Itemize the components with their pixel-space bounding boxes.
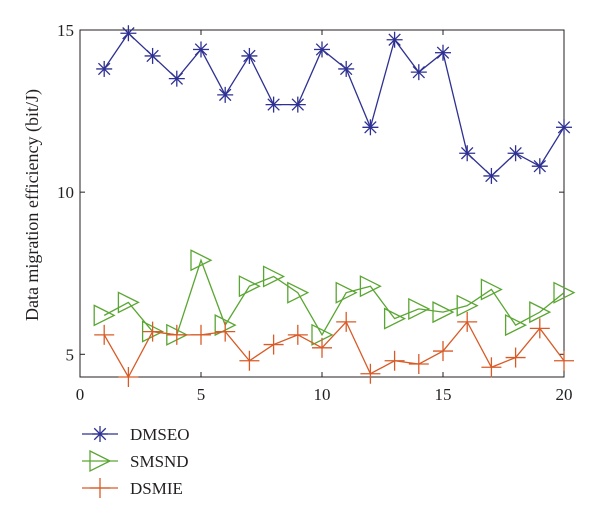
data-point [217,86,234,103]
series-smsnd [93,249,576,346]
data-point [314,41,330,58]
data-point [433,341,453,362]
data-point [531,158,548,175]
series-line [103,258,565,337]
legend-item: DSMIE [82,478,183,498]
x-tick-label: 20 [556,385,573,404]
legend-marker [90,478,110,498]
data-point [529,318,550,339]
legend-label: SMSND [130,452,189,471]
series-layer [93,25,576,387]
data-point [335,281,358,304]
data-point [359,275,382,298]
data-point [386,31,403,48]
data-point [144,47,161,64]
data-point [529,301,552,324]
x-tick-label: 15 [435,385,452,404]
legend: DMSEO SMSND DSMIE [82,425,190,498]
y-tick-label: 10 [57,183,74,202]
legend-label: DSMIE [130,479,183,498]
data-point [241,47,258,64]
x-tick-label: 5 [197,385,206,404]
legend-item: DMSEO [82,425,190,444]
data-point [238,275,261,298]
x-tick-label: 0 [76,385,85,404]
data-point [312,337,332,358]
data-point [118,367,139,387]
data-point [239,350,260,371]
data-point [554,350,574,371]
legend-item: SMSND [82,449,189,473]
data-point [215,321,236,342]
data-point [120,25,137,42]
data-point [262,265,286,288]
legend-marker [89,449,112,473]
data-point [338,60,355,77]
data-point [384,350,405,371]
legend-label: DMSEO [130,425,190,444]
y-ticks: 5 10 15 [57,21,564,364]
data-point [480,278,503,301]
series-line [103,32,565,177]
data-point [553,281,576,304]
data-point [435,44,451,61]
data-point [336,311,357,332]
data-point [459,145,476,162]
data-point [456,294,479,317]
series-line [103,320,565,379]
data-point [408,297,431,320]
data-point [383,307,407,330]
data-point [556,119,572,136]
series-dsmie [94,311,574,387]
data-point [408,354,429,375]
data-point [481,357,502,378]
x-tick-label: 10 [314,385,331,404]
data-point [166,324,187,345]
data-point [117,291,140,314]
data-point [483,167,500,184]
data-point [191,324,211,345]
y-tick-label: 15 [57,21,74,40]
y-axis-label: Data migration efficiency (bit/J) [22,89,43,321]
data-point [505,347,526,368]
data-point [142,321,163,342]
data-point [289,96,306,113]
data-point [504,314,528,337]
data-point [507,145,524,162]
data-point [263,334,284,355]
series-dmseo [96,25,572,184]
x-ticks: 0 5 10 15 20 [76,30,573,404]
data-point [287,324,308,345]
data-point [265,96,282,113]
data-point [362,119,379,136]
data-point [193,41,209,58]
data-point [190,249,213,272]
data-point [96,60,113,77]
data-point [168,70,185,87]
data-point [410,64,427,81]
y-tick-label: 5 [66,345,75,364]
data-point [94,324,115,345]
legend-marker [92,426,108,442]
data-point [287,281,310,304]
data-point [432,301,455,324]
data-point [93,304,116,327]
data-point [457,311,478,332]
data-point [360,363,381,384]
